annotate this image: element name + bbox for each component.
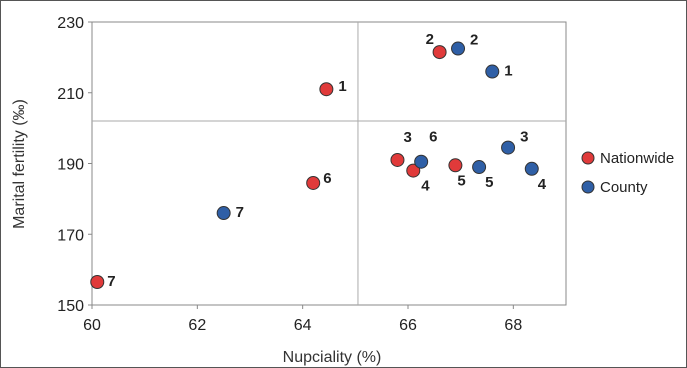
legend-label-county: County: [600, 179, 648, 196]
y-ticks: 150 170 190 210 230: [57, 15, 92, 315]
point-label-nationwide-3: 3: [403, 129, 411, 146]
data-point-county-7: [216, 206, 231, 221]
legend-marker-nationwide: [581, 151, 595, 165]
data-point-county-2: [451, 41, 466, 56]
legend-label-nationwide: Nationwide: [600, 150, 674, 167]
point-label-nationwide-5: 5: [457, 172, 465, 189]
point-label-nationwide-1: 1: [338, 78, 346, 95]
point-label-nationwide-2: 2: [426, 31, 434, 48]
legend-marker-county: [581, 180, 595, 194]
data-point-county-4: [524, 161, 539, 176]
data-point-county-6: [414, 154, 429, 169]
point-label-nationwide-4: 4: [421, 178, 430, 195]
point-label-county-1: 1: [504, 63, 512, 80]
data-points: [90, 41, 539, 290]
x-tick-label: 64: [294, 317, 312, 334]
y-tick-label: 190: [57, 157, 84, 174]
data-point-nationwide-5: [448, 158, 463, 173]
point-label-county-5: 5: [485, 174, 493, 191]
point-label-county-4: 4: [538, 176, 547, 193]
data-point-county-3: [501, 140, 516, 155]
x-tick-label: 62: [188, 317, 206, 334]
gridlines: [92, 22, 566, 305]
point-label-county-2: 2: [470, 32, 478, 49]
y-axis-title: Marital fertility (‰): [11, 99, 28, 229]
x-tick-label: 66: [399, 317, 417, 334]
y-tick-label: 150: [57, 298, 84, 315]
point-label-county-3: 3: [520, 129, 528, 146]
data-point-nationwide-3: [390, 152, 405, 167]
point-label-county-6: 6: [429, 129, 437, 146]
data-point-nationwide-2: [432, 45, 447, 60]
data-point-nationwide-7: [90, 275, 105, 290]
data-point-county-5: [472, 160, 487, 175]
data-point-nationwide-6: [306, 175, 321, 190]
x-tick-label: 60: [83, 317, 101, 334]
x-axis-title: Nupciality (%): [283, 349, 382, 366]
y-tick-label: 230: [57, 15, 84, 32]
point-labels: 1 2 3 4 5 6 7 1 2 3 4 5 6 7: [107, 31, 547, 290]
x-tick-label: 68: [504, 317, 522, 334]
y-tick-label: 170: [57, 227, 84, 244]
point-label-nationwide-6: 6: [323, 170, 331, 187]
point-label-county-7: 7: [236, 204, 244, 221]
point-label-nationwide-7: 7: [107, 273, 115, 290]
x-ticks: 60 62 64 66 68: [83, 305, 522, 334]
data-point-nationwide-4: [406, 163, 421, 178]
legend: Nationwide County: [581, 150, 674, 196]
data-point-nationwide-1: [319, 82, 334, 97]
y-tick-label: 210: [57, 86, 84, 103]
data-point-county-1: [485, 64, 500, 79]
